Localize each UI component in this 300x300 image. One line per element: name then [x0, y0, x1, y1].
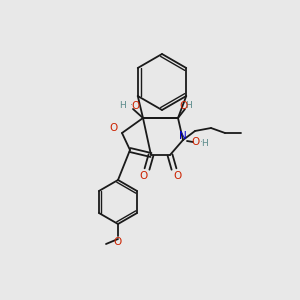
Text: N: N [179, 131, 187, 141]
Text: O: O [140, 171, 148, 181]
Text: O: O [173, 171, 181, 181]
Text: H: H [184, 100, 191, 109]
Text: O: O [110, 123, 118, 133]
Text: O: O [192, 137, 200, 147]
Text: ·: · [130, 101, 132, 110]
Text: ·: · [200, 139, 202, 148]
Text: O: O [114, 237, 122, 247]
Text: H: H [201, 139, 207, 148]
Text: H: H [120, 100, 126, 109]
Text: O: O [179, 101, 187, 111]
Text: O: O [132, 101, 140, 111]
